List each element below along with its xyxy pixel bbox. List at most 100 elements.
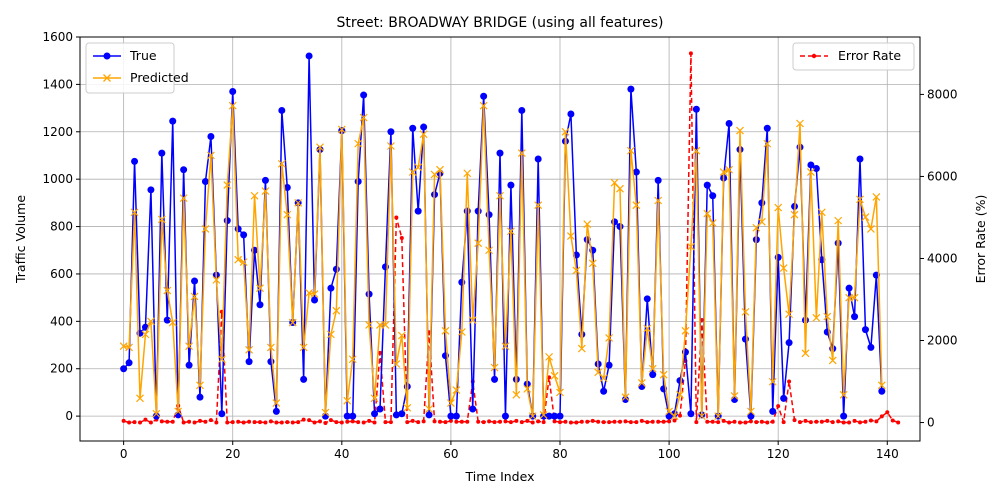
true-point [147, 186, 155, 194]
predicted-point [223, 181, 232, 190]
predicted-point [616, 184, 624, 193]
error-rate-point [650, 419, 655, 424]
predicted-point [414, 163, 423, 172]
error-rate-point [236, 419, 241, 424]
true-point [692, 105, 700, 113]
error-rate-point [350, 419, 355, 424]
error-rate-point [547, 375, 552, 380]
predicted-point [250, 191, 259, 200]
error-rate-point [618, 419, 622, 424]
error-rate-point [787, 379, 792, 384]
y-left-tick-label: 800 [50, 220, 73, 234]
predicted-point [801, 349, 810, 358]
error-rate-point [165, 419, 170, 424]
predicted-point [294, 198, 303, 207]
error-rate-point [770, 419, 775, 424]
error-rate-point [705, 419, 710, 424]
error-rate-point [530, 420, 535, 425]
error-rate-point [765, 420, 770, 425]
true-point [163, 316, 171, 324]
true-point [807, 161, 815, 169]
error-rate-point [492, 420, 497, 425]
true-point [785, 339, 793, 347]
predicted-point [217, 355, 226, 364]
error-rate-point [159, 419, 164, 424]
error-rate-point [896, 420, 901, 425]
true-point [371, 410, 379, 418]
predicted-point [757, 217, 766, 226]
predicted-point [812, 313, 821, 322]
true-point [158, 149, 166, 157]
error-rate-point [252, 420, 257, 425]
error-rate-point [481, 420, 486, 425]
predicted-point [872, 193, 881, 201]
true-point [305, 52, 313, 60]
y-left-tick-label: 1400 [42, 77, 73, 91]
error-rate-point [181, 420, 186, 425]
true-point [300, 375, 308, 383]
predicted-point [485, 246, 494, 255]
error-rate-point [716, 420, 721, 425]
true-point [769, 407, 777, 415]
predicted-point [446, 399, 455, 408]
error-rate-point [759, 419, 764, 424]
true-point [551, 412, 559, 420]
predicted-point [528, 412, 537, 421]
error-rate-point [863, 419, 868, 424]
y-right-tick-label: 2000 [927, 334, 958, 348]
true-point [507, 181, 515, 189]
error-rate-point [847, 420, 852, 425]
predicted-point [245, 345, 254, 354]
true-point [191, 277, 199, 285]
true-point [409, 124, 417, 132]
true-point [605, 361, 613, 369]
error-rate-point [607, 420, 612, 425]
predicted-point [146, 317, 155, 326]
error-rate-point [743, 420, 748, 425]
error-rate-point [819, 419, 824, 424]
predicted-point [697, 412, 706, 421]
error-rate-point [776, 404, 781, 409]
error-rate-point [814, 419, 819, 424]
error-rate-point [367, 418, 372, 423]
predicted-point [141, 330, 150, 339]
predicted-point [659, 370, 668, 379]
predicted-point [561, 127, 570, 136]
true-point [741, 335, 749, 343]
true-point [174, 411, 182, 419]
predicted-point [632, 201, 641, 210]
error-rate-point [558, 420, 562, 425]
predicted-point [566, 232, 575, 240]
error-rate-point [225, 420, 230, 425]
predicted-point [457, 328, 466, 336]
error-rate-point [383, 420, 388, 425]
predicted-point [272, 399, 281, 408]
legend-true-marker [103, 52, 111, 60]
true-point [201, 178, 209, 186]
error-rate-point [405, 420, 410, 425]
predicted-point [239, 258, 248, 267]
error-rate-point [432, 419, 437, 424]
error-rate-point [503, 419, 508, 424]
predicted-point [463, 169, 472, 178]
error-rate-point [519, 420, 524, 425]
predicted-point [856, 195, 864, 204]
predicted-point [828, 356, 837, 365]
error-rate-point [345, 419, 350, 424]
predicted-point [392, 360, 401, 368]
predicted-point [277, 159, 286, 168]
predicted-point [201, 225, 210, 233]
predicted-point [299, 343, 308, 352]
legend-right: Error Rate [792, 42, 915, 71]
predicted-point [321, 408, 330, 417]
error-rate-point [372, 420, 377, 425]
error-rate-point [688, 51, 693, 56]
error-rate-point [634, 420, 639, 425]
error-rate-point [738, 420, 742, 425]
y-left-tick-label: 400 [50, 314, 73, 328]
error-rate-point [568, 420, 573, 425]
predicted-point [654, 196, 663, 205]
error-rate-point [121, 418, 126, 423]
x-tick-label: 120 [767, 447, 790, 461]
true-point [311, 296, 319, 304]
